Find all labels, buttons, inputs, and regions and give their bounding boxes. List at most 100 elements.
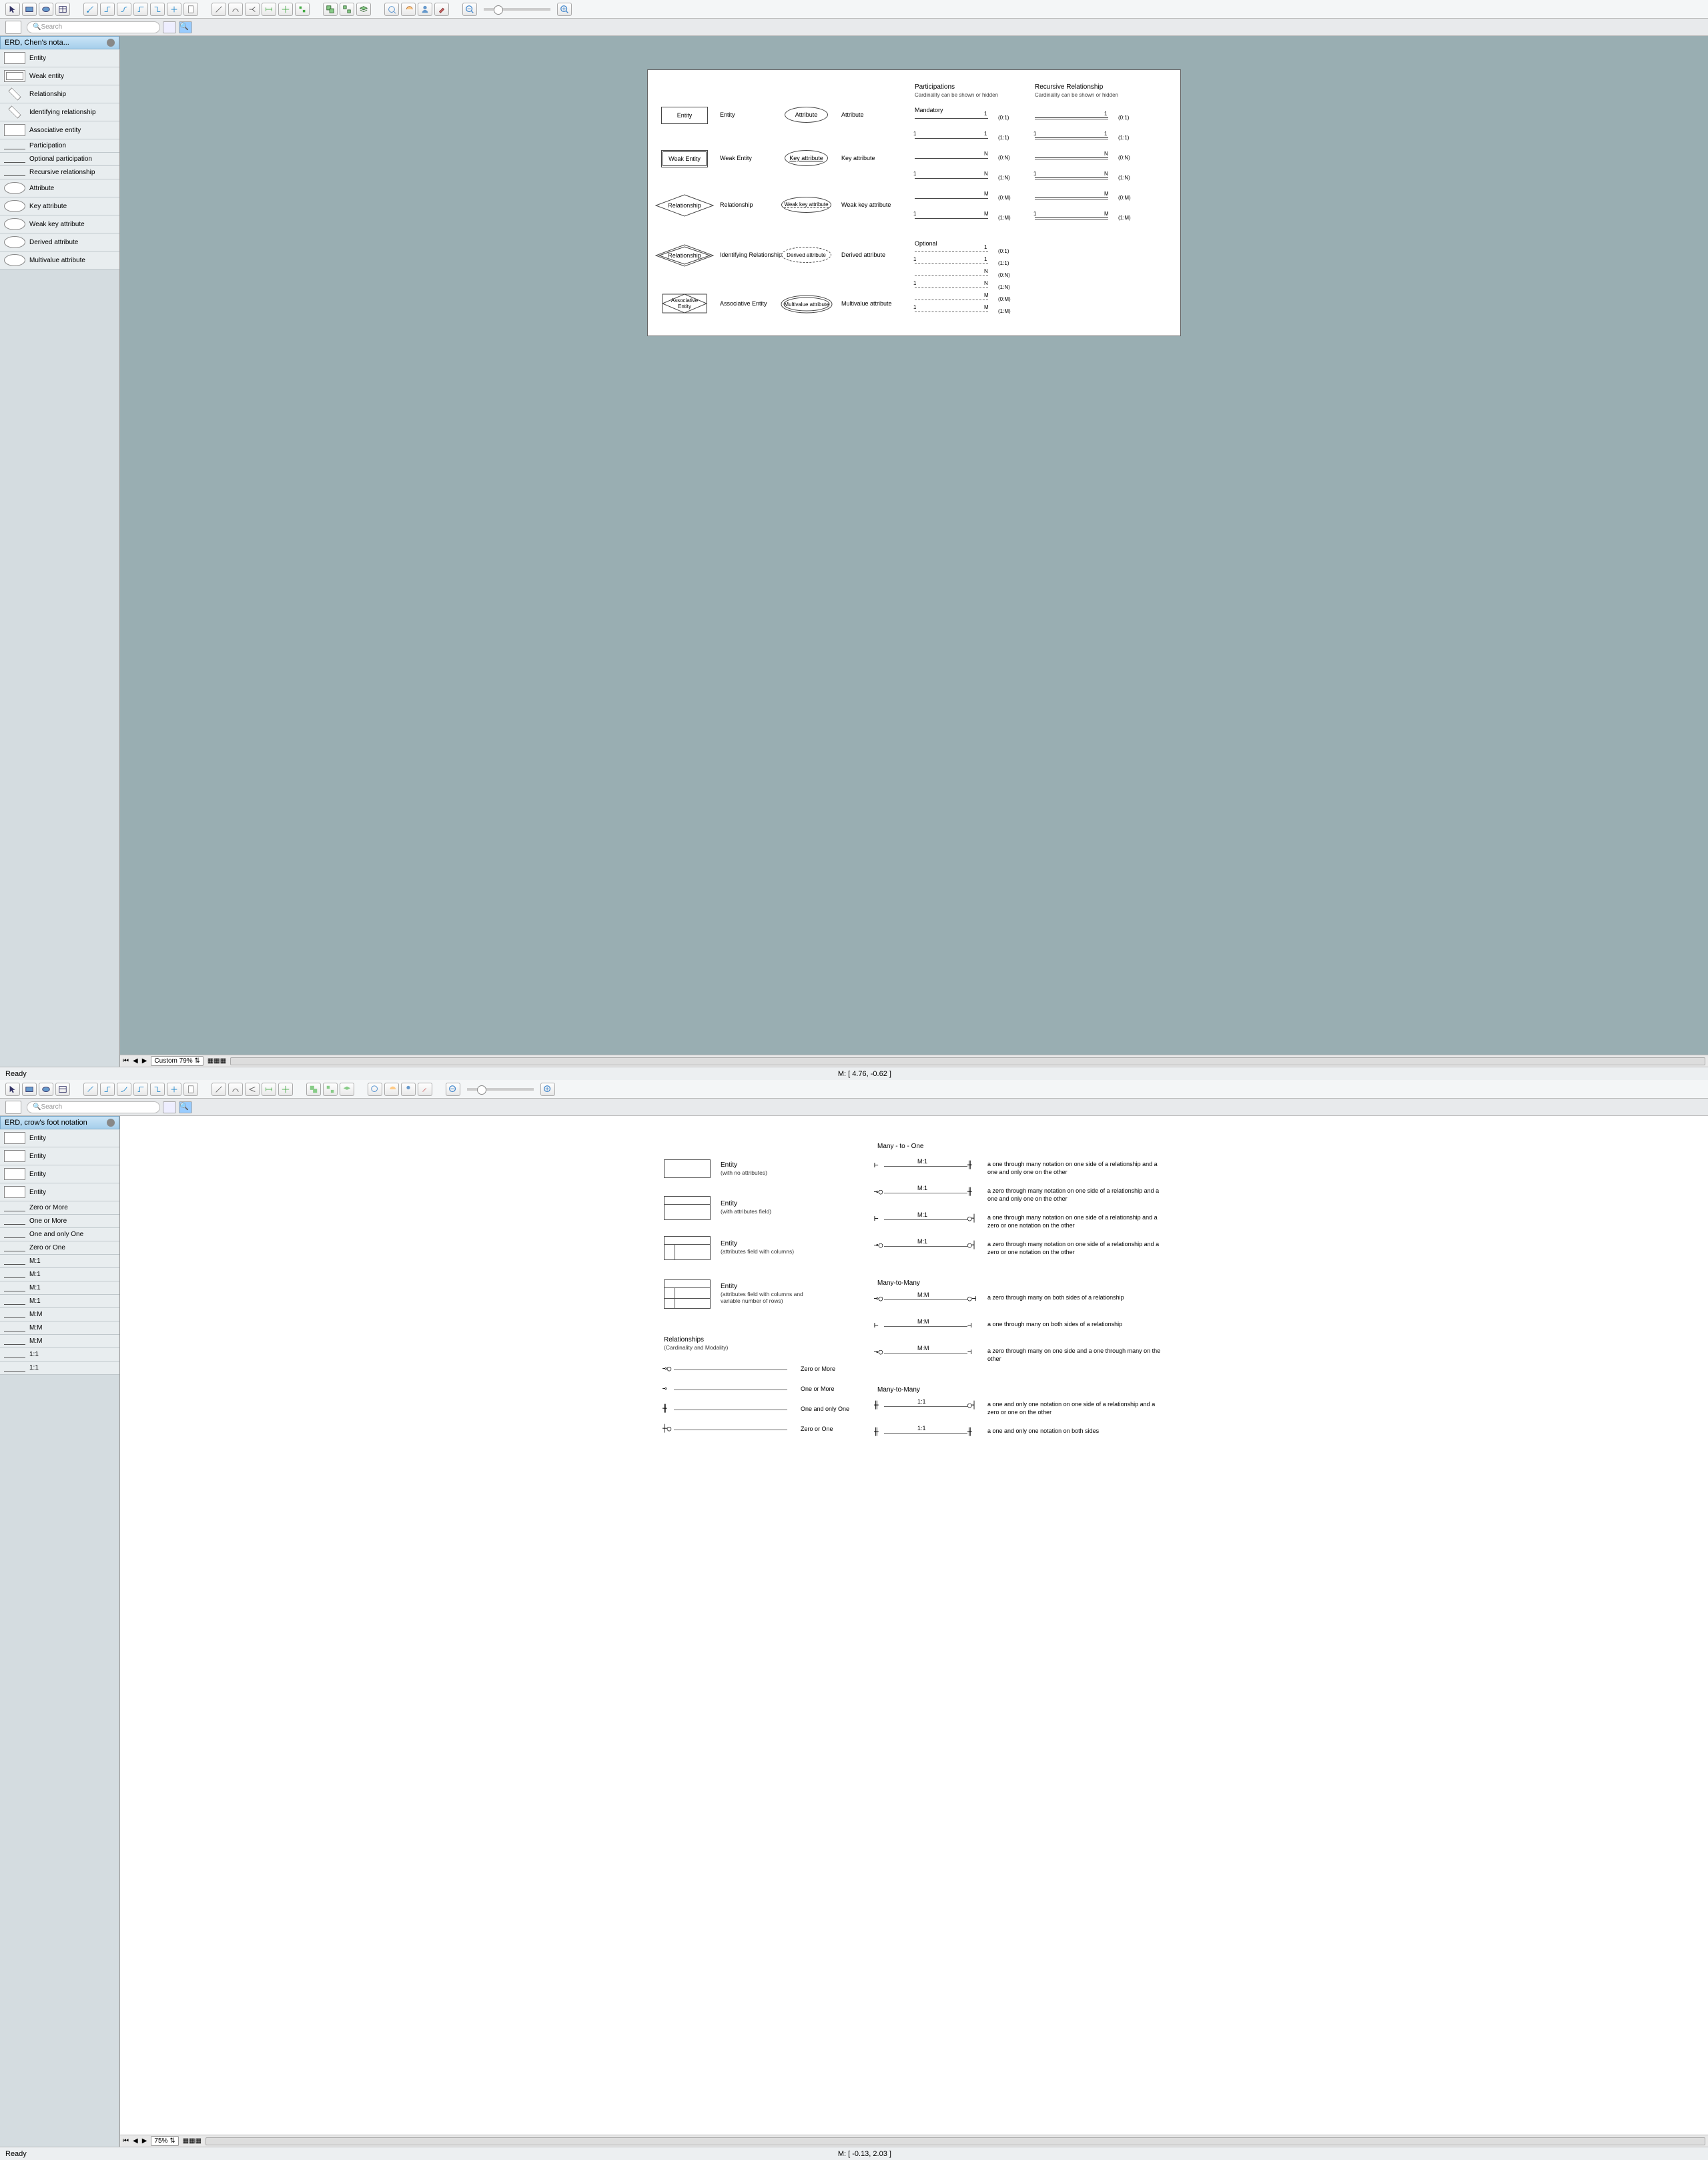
- zoom-out-button[interactable]: [446, 1083, 460, 1096]
- view-mode-icons[interactable]: ▦▦▦: [183, 2137, 201, 2145]
- canvas-page[interactable]: Entity Entity Weak Entity Weak Entity Re…: [647, 69, 1181, 336]
- user-tool[interactable]: [401, 1083, 416, 1096]
- cross-tool[interactable]: [278, 3, 293, 16]
- nav-prev-icon[interactable]: ◀: [133, 2137, 138, 2145]
- sidebar-close-icon[interactable]: [107, 39, 115, 47]
- sidebar-item[interactable]: Identifying relationship: [0, 103, 119, 121]
- recursive-line[interactable]: [1035, 197, 1108, 199]
- canvas-scroll-2[interactable]: Entity (with no attributes) Entity (with…: [120, 1116, 1708, 2135]
- connector-3[interactable]: [117, 1083, 131, 1096]
- participation-line[interactable]: [915, 138, 988, 139]
- search-input[interactable]: 🔍 Search: [27, 1101, 160, 1113]
- sidebar-item[interactable]: Entity: [0, 1183, 119, 1201]
- sidebar-item[interactable]: Optional participation: [0, 153, 119, 166]
- sidebar-item[interactable]: Recursive relationship: [0, 166, 119, 179]
- zoom-in-button[interactable]: [557, 3, 572, 16]
- id-relationship-shape[interactable]: Relationship: [655, 243, 715, 269]
- rel-line[interactable]: [884, 1433, 967, 1434]
- page-tool[interactable]: [183, 3, 198, 16]
- sidebar-item[interactable]: Attribute: [0, 179, 119, 197]
- participation-line[interactable]: [915, 118, 988, 119]
- nav-next-icon[interactable]: ▶: [142, 2137, 147, 2145]
- search-button[interactable]: 🔍: [179, 1101, 192, 1113]
- connector-tool-4[interactable]: [133, 3, 148, 16]
- align-tool[interactable]: [295, 3, 310, 16]
- sidebar-item[interactable]: M:1: [0, 1255, 119, 1268]
- measure-tool[interactable]: [262, 1083, 276, 1096]
- participation-line[interactable]: [915, 198, 988, 199]
- cross-tool[interactable]: [278, 1083, 293, 1096]
- sidebar-item[interactable]: Zero or More: [0, 1201, 119, 1215]
- table-tool[interactable]: [55, 3, 70, 16]
- zoom-selector[interactable]: Custom 79% ⇅: [151, 1056, 203, 1066]
- sidebar-item[interactable]: One and only One: [0, 1228, 119, 1241]
- sidebar-item[interactable]: M:1: [0, 1268, 119, 1281]
- recursive-line[interactable]: [1035, 177, 1108, 179]
- sidebar-item[interactable]: Associative entity: [0, 121, 119, 139]
- ungroup-tool[interactable]: [340, 3, 354, 16]
- branch-tool[interactable]: [245, 3, 260, 16]
- picker-tool[interactable]: [418, 1083, 432, 1096]
- optional-line[interactable]: [915, 251, 988, 252]
- nav-prev-icon[interactable]: ◀: [133, 1057, 138, 1065]
- branch-tool[interactable]: [245, 1083, 260, 1096]
- sidebar-header-2[interactable]: ERD, crow's foot notation: [0, 1116, 119, 1129]
- layers-tool[interactable]: [356, 3, 371, 16]
- cf-entity-1[interactable]: [664, 1159, 711, 1178]
- weak-entity-shape[interactable]: Weak Entity: [661, 150, 708, 167]
- sidebar-item[interactable]: Key attribute: [0, 197, 119, 215]
- nav-first-icon[interactable]: ⏮: [123, 2137, 129, 2145]
- nav-next-icon[interactable]: ▶: [142, 1057, 147, 1065]
- oval-tool[interactable]: [39, 1083, 53, 1096]
- recursive-line[interactable]: [1035, 157, 1108, 159]
- sidebar-item[interactable]: M:M: [0, 1308, 119, 1321]
- rel-line[interactable]: [884, 1353, 967, 1354]
- measure-tool[interactable]: [262, 3, 276, 16]
- sidebar-item[interactable]: Entity: [0, 1129, 119, 1147]
- group-tool[interactable]: [306, 1083, 321, 1096]
- attribute-shape[interactable]: Attribute: [785, 107, 828, 123]
- cf-entity-4[interactable]: [664, 1279, 711, 1309]
- sidebar-item[interactable]: 1:1: [0, 1362, 119, 1375]
- sidebar-item[interactable]: M:1: [0, 1281, 119, 1295]
- sidebar-item[interactable]: Entity: [0, 49, 119, 67]
- user-tool[interactable]: [418, 3, 432, 16]
- connector-5[interactable]: [150, 1083, 165, 1096]
- recursive-line[interactable]: [1035, 217, 1108, 219]
- sidebar-item[interactable]: M:1: [0, 1295, 119, 1308]
- sidebar-item[interactable]: M:M: [0, 1321, 119, 1335]
- rel-line[interactable]: [884, 1219, 967, 1220]
- sidebar-item[interactable]: Weak entity: [0, 67, 119, 85]
- cf-entity-3[interactable]: [664, 1236, 711, 1260]
- hscroll-track[interactable]: [230, 1057, 1705, 1065]
- table-tool[interactable]: [55, 1083, 70, 1096]
- zoom-fit-tool[interactable]: [401, 3, 416, 16]
- connector-tool-6[interactable]: [167, 3, 181, 16]
- layers-tool[interactable]: [340, 1083, 354, 1096]
- zoom-slider[interactable]: [484, 8, 550, 11]
- connector-tool-1[interactable]: [83, 3, 98, 16]
- picker-tool[interactable]: [434, 3, 449, 16]
- rect-tool[interactable]: [22, 3, 37, 16]
- derived-shape[interactable]: Derived attribute: [781, 247, 831, 263]
- zoom-tool[interactable]: [368, 1083, 382, 1096]
- nav-first-icon[interactable]: ⏮: [123, 1057, 129, 1065]
- connector-6[interactable]: [167, 1083, 181, 1096]
- key-attribute-shape[interactable]: Key attribute: [785, 150, 828, 166]
- sidebar-item[interactable]: Weak key attribute: [0, 215, 119, 233]
- zoom-in-button[interactable]: [540, 1083, 555, 1096]
- pointer-tool[interactable]: [5, 3, 20, 16]
- oval-tool[interactable]: [39, 3, 53, 16]
- relationship-shape[interactable]: Relationship: [655, 193, 715, 219]
- participation-line[interactable]: [915, 218, 988, 219]
- line-tool[interactable]: [211, 3, 226, 16]
- sidebar-item[interactable]: Multivalue attribute: [0, 251, 119, 269]
- curve-tool[interactable]: [228, 3, 243, 16]
- rel-line[interactable]: [884, 1246, 967, 1247]
- page-tool[interactable]: [183, 1083, 198, 1096]
- search-button[interactable]: 🔍: [179, 21, 192, 33]
- sidebar-item[interactable]: M:M: [0, 1335, 119, 1348]
- rect-tool[interactable]: [22, 1083, 37, 1096]
- rel-line[interactable]: [884, 1299, 967, 1300]
- tree-view-button[interactable]: [5, 21, 21, 34]
